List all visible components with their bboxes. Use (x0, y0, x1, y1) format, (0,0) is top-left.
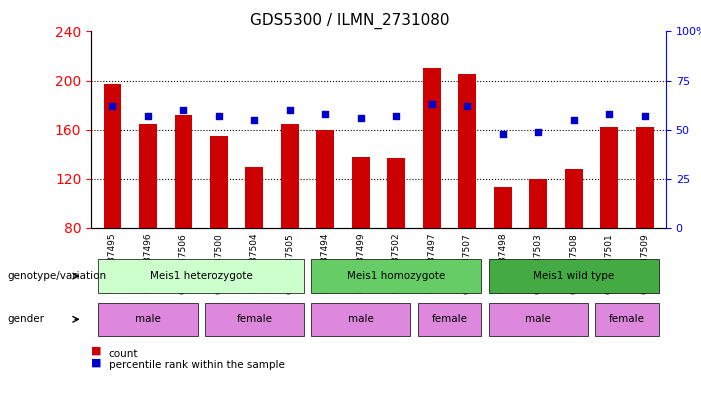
Bar (458, 74, 476, 228)
Title: GDS5300 / ILMN_2731080: GDS5300 / ILMN_2731080 (250, 13, 449, 29)
Text: male: male (135, 314, 161, 324)
Point (284, 107, 295, 113)
Bar (494, 187, 512, 228)
Point (533, 129, 544, 135)
Point (426, 101, 437, 107)
Point (213, 113, 224, 119)
Bar (352, 157, 369, 228)
Text: Meis1 heterozygote: Meis1 heterozygote (150, 271, 252, 281)
Text: gender: gender (7, 314, 44, 324)
Point (249, 117, 260, 123)
Bar (281, 123, 299, 228)
Text: genotype/variation: genotype/variation (7, 271, 106, 281)
Point (462, 103, 473, 109)
Text: female: female (609, 314, 645, 324)
Point (568, 117, 579, 123)
Bar (210, 136, 228, 228)
Point (107, 103, 118, 109)
Text: Meis1 wild type: Meis1 wild type (533, 271, 614, 281)
Bar (600, 127, 618, 228)
Text: female: female (432, 314, 468, 324)
Bar (388, 158, 405, 228)
Bar (529, 179, 547, 228)
Point (178, 107, 189, 113)
Point (639, 113, 651, 119)
Point (604, 111, 615, 117)
Text: Meis1 homozygote: Meis1 homozygote (347, 271, 445, 281)
Bar (245, 167, 263, 228)
Bar (423, 68, 441, 228)
Text: male: male (525, 314, 551, 324)
Point (390, 113, 402, 119)
Point (142, 113, 154, 119)
Bar (565, 169, 583, 228)
Text: count: count (109, 349, 138, 359)
Point (497, 130, 508, 137)
Text: male: male (348, 314, 374, 324)
Text: ■: ■ (91, 358, 102, 367)
Bar (316, 130, 334, 228)
Bar (636, 127, 653, 228)
Point (355, 115, 367, 121)
Bar (139, 123, 157, 228)
Point (320, 111, 331, 117)
Text: percentile rank within the sample: percentile rank within the sample (109, 360, 285, 371)
Text: female: female (236, 314, 273, 324)
Bar (175, 115, 192, 228)
Text: ■: ■ (91, 346, 102, 356)
Bar (104, 84, 121, 228)
